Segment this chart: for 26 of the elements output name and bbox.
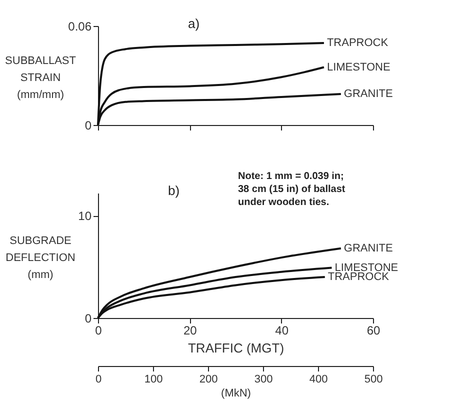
annotation: b) <box>168 183 180 198</box>
series-label: TRAPROCK <box>326 36 389 49</box>
y-axis-title: SUBBALLAST STRAIN (mm/mm) <box>5 55 76 101</box>
x-axis-title: TRAFFIC (MGT) <box>188 340 284 356</box>
y-tick-label: 0 <box>84 118 92 132</box>
x-tick-label: 0 <box>95 324 102 338</box>
y-axis-title: SUBGRADE DEFLECTION (mm) <box>6 235 76 281</box>
x2-tick-label: 200 <box>199 374 218 386</box>
x-tick-label: 20 <box>183 324 198 338</box>
y-tick-label: 10 <box>78 209 92 224</box>
series-label: LIMESTONE <box>326 61 390 74</box>
series-label: TRAPROCK <box>328 271 390 284</box>
x2-tick-label: 300 <box>254 374 273 386</box>
annotation: a) <box>188 16 200 31</box>
series-label: GRANITE <box>344 88 393 100</box>
x2-tick-label: 400 <box>309 374 328 386</box>
x-tick-label: 60 <box>366 324 380 338</box>
x2-tick-label: 0 <box>95 374 102 386</box>
x-tick-label: 40 <box>275 324 289 338</box>
y-tick-label: 0 <box>84 312 92 326</box>
x2-axis-title: (MkN) <box>221 388 251 400</box>
x2-tick-label: 500 <box>364 374 383 386</box>
annotation: Note: 1 mm = 0.039 in; 38 cm (15 in) of ballast under wooden ties. <box>238 171 346 208</box>
series-label: GRANITE <box>344 242 393 254</box>
y-tick-label: 0.06 <box>68 20 92 34</box>
x2-tick-label: 100 <box>144 374 163 386</box>
